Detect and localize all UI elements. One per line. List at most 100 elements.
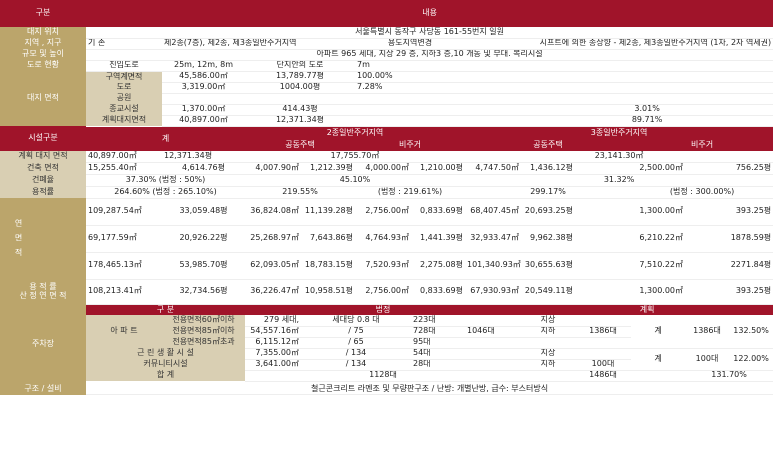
below-b2: 1,441.39평: [411, 225, 465, 253]
area-row: 대지 면적 구역계면적 45,586.00㎡ 13,789.77평 100.00…: [0, 71, 773, 126]
parking-row: 전용면적85㎡이하 54,557.16㎡ / 75 728대 1046대 지하 …: [0, 326, 773, 338]
road-inner-value: 7m: [355, 60, 773, 72]
above-a1: 36,824.08㎡: [245, 198, 301, 226]
area-v1: 1,370.00㎡: [162, 104, 245, 116]
plan-site-t2: 12,371.34평: [162, 151, 245, 163]
sum-a2: 18,783.15평: [301, 252, 355, 280]
building-c2: 1,436.12평: [521, 162, 575, 175]
area-v3: [355, 104, 521, 116]
parking-r5-p: 지하: [521, 359, 575, 371]
parking-r3-a: 6,115.12㎡: [245, 337, 301, 349]
header-col-category: 구분: [0, 0, 86, 27]
building-d1: 2,500.00㎡: [575, 162, 685, 175]
zone3-header: 3종일반주거지역: [465, 126, 773, 139]
apt-plan-pct: 132.50%: [729, 315, 773, 349]
header-col-content: 내용: [86, 0, 773, 27]
building-b2: 1,210.00평: [411, 162, 465, 175]
sum-t2: 53,985.70평: [162, 252, 245, 280]
sum-b2: 2,275.08평: [411, 252, 465, 280]
area-key: 종교시설: [86, 104, 162, 115]
zone2-housing: 공동주택: [245, 139, 355, 151]
structure-row: 구조 / 설비 철근콘크리트 라멘조 및 무량판구조 / 난방: 개별난방, 급…: [0, 383, 773, 395]
parking-r5-b: / 134: [301, 359, 411, 371]
zoning-label: 지역 , 지구: [0, 38, 86, 49]
parking-r2-p: 지하: [521, 326, 575, 338]
floor-area-label: 연 면 적: [14, 218, 23, 259]
site-location-label: 대지 위치: [0, 27, 86, 38]
zoning-row: 지역 , 지구 기 존 제2종(7층), 제2종, 제3종일반주거지역 용도지역…: [0, 38, 773, 50]
bcr-row: 건폐율 37.30% (법정 : 50%) 45.10% 31.32%: [0, 174, 773, 187]
parking-total-b: 1486대: [521, 370, 685, 382]
parking-r5-k: 커뮤니티시설: [86, 359, 245, 370]
far-z3a: 299.17%: [465, 186, 631, 199]
below-b1: 4,764.93㎡: [355, 225, 411, 253]
plan-site-t1: 40,897.00㎡: [86, 151, 162, 163]
sum-b1: 7,520.93㎡: [355, 252, 411, 280]
parking-r1-a: 279 세대,: [245, 315, 301, 327]
area-v3: [355, 115, 521, 127]
far-z3b: (법정 : 300.00%): [631, 186, 773, 199]
area-v4: [521, 71, 773, 83]
far-area-d2: 393.25평: [685, 279, 773, 305]
area-v1: [162, 93, 245, 105]
parking-r1-d: [465, 315, 521, 327]
floor-sum-row: 178,465.13㎡ 53,985.70평 62,093.05㎡ 18,783…: [0, 252, 773, 280]
far-z2a: 219.55%: [245, 186, 355, 199]
road-label: 도로 현황: [0, 60, 86, 71]
building-t2: 4,614.76평: [162, 162, 245, 175]
site-location-value: 서울특별시 동작구 사당동 161-55번지 일원: [86, 27, 773, 39]
area-v4: [521, 82, 773, 94]
below-a2: 7,643.86평: [301, 225, 355, 253]
far-z2b: (법정 : 219.61%): [355, 186, 465, 199]
building-d2: 756.25평: [685, 162, 773, 175]
parking-r2-k: 전용면적85㎡이하: [162, 326, 245, 337]
area-row: 도로 3,319.00㎡ 1004.00평 7.28%: [0, 82, 773, 94]
floor-above-row: 연 면 적 109,287.54㎡ 33,059.48평 36,824.08㎡ …: [0, 198, 773, 279]
zone2-header: 2종일반주거지역: [245, 126, 465, 139]
facility-subheader-row: 공동주택 비주거 공동주택 비주거: [0, 139, 773, 151]
parking-row: 커뮤니티시설 3,641.00㎡ / 134 28대 지하 100대: [0, 359, 773, 371]
parking-h2: 법정: [245, 304, 521, 315]
far-area-a2: 10,958.51평: [301, 279, 355, 305]
parking-r2-d: 1046대: [465, 326, 521, 338]
road-inner: 단지안의 도로: [245, 60, 355, 72]
area-v3: 7.28%: [355, 82, 521, 94]
parking-r4-k: 근 린 생 활 시 설: [86, 348, 245, 359]
sum-d1: 7,510.22㎡: [575, 252, 685, 280]
zoning-change-value: 시프트에 의한 종상향 - 제2종, 제3종일반주거지역 (1차, 2차 역세권…: [465, 38, 773, 50]
below-d1: 6,210.22㎡: [575, 225, 685, 253]
plan-site-label: 계획 대지 면적: [0, 151, 86, 162]
building-a2: 1,212.39평: [301, 162, 355, 175]
far-area-row: 용 적 률 산 정 연 면 적 108,213.41㎡ 32,734.56평 3…: [0, 279, 773, 305]
above-d1: 1,300.00㎡: [575, 198, 685, 226]
below-t1: 69,177.59㎡: [86, 225, 162, 253]
far-label: 용적률: [0, 186, 86, 198]
above-b2: 0,833.69평: [411, 198, 465, 226]
parking-total-row: 합 계 1128대 1486대 131.70%: [0, 370, 773, 382]
far-area-a1: 36,226.47㎡: [245, 279, 301, 305]
parking-r4-a: 7,355.00㎡: [245, 348, 301, 360]
below-a1: 25,268.97㎡: [245, 225, 301, 253]
sum-c1: 101,340.93㎡: [465, 252, 521, 280]
plan-site-z2: 17,755.70㎡: [245, 151, 465, 163]
area-key: 계획대지면적: [86, 115, 162, 126]
parking-r4-b: / 134: [301, 348, 411, 360]
far-area-c2: 20,549.11평: [521, 279, 575, 305]
area-v4: [521, 93, 773, 105]
etc-plan-n: 100대: [685, 348, 729, 371]
parking-h3: 계획: [521, 304, 773, 315]
bcr-label: 건폐율: [0, 174, 86, 186]
parking-r5-q: 100대: [575, 359, 631, 371]
far-area-t2: 32,734.56평: [162, 279, 245, 305]
parking-r3-b: / 65: [301, 337, 411, 349]
zone3-housing: 공동주택: [465, 139, 631, 151]
parking-r4-c: 54대: [411, 348, 465, 360]
road-row: 도로 현황 진입도로 25m, 12m, 8m 단지안의 도로 7m: [0, 60, 773, 72]
facility-header-row: 시설구분 계 2종일반주거지역 3종일반주거지역: [0, 126, 773, 151]
bcr-z3: 31.32%: [465, 174, 773, 187]
parking-row: 전용면적85㎡초과 6,115.12㎡ / 65 95대: [0, 337, 773, 349]
parking-r1-c: 223대: [411, 315, 465, 327]
sum-d2: 2271.84평: [685, 252, 773, 280]
bcr-total: 37.30% (법정 : 50%): [86, 174, 245, 187]
